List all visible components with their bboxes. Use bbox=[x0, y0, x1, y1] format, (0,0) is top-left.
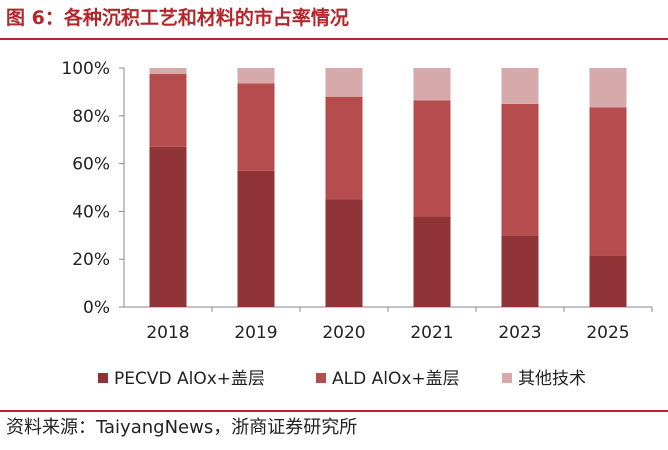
y-tick-label: 20% bbox=[72, 250, 110, 270]
legend-label-0: PECVD AlOx+盖层 bbox=[114, 369, 265, 389]
bar-2025-series-1 bbox=[589, 107, 627, 256]
bar-2023-series-1 bbox=[501, 103, 539, 236]
y-tick-label: 80% bbox=[72, 107, 110, 127]
legend-swatch-1 bbox=[316, 373, 326, 383]
bar-2025-series-0 bbox=[589, 255, 627, 307]
y-tick-label: 100% bbox=[61, 59, 110, 79]
y-tick-label: 60% bbox=[72, 155, 110, 175]
legend: PECVD AlOx+盖层 ALD AlOx+盖层 其他技术 bbox=[98, 369, 586, 389]
source-note: 资料来源：TaiyangNews，浙商证券研究所 bbox=[6, 417, 358, 438]
legend-swatch-2 bbox=[502, 373, 512, 383]
x-tick-label: 2018 bbox=[146, 323, 189, 343]
legend-label-2: 其他技术 bbox=[518, 369, 586, 389]
bars bbox=[149, 68, 627, 307]
bar-2020-series-0 bbox=[325, 199, 363, 307]
axes: 0% 20% 40% 60% 80% 100% 2018 2019 2020 2021 2023 20… bbox=[61, 59, 653, 343]
bar-2018-series-2 bbox=[149, 68, 187, 74]
bar-2018-series-1 bbox=[149, 73, 187, 147]
y-tick-label: 0% bbox=[83, 298, 110, 318]
bar-2021-series-0 bbox=[413, 216, 451, 307]
bar-2020-series-1 bbox=[325, 96, 363, 200]
x-tick-label: 2020 bbox=[322, 323, 365, 343]
bar-2021-series-2 bbox=[413, 68, 451, 101]
bar-2025-series-2 bbox=[589, 68, 627, 108]
figure-title: 图 6：各种沉积工艺和材料的市占率情况 bbox=[6, 7, 349, 29]
bar-2018-series-0 bbox=[149, 146, 187, 307]
x-tick-label: 2019 bbox=[234, 323, 277, 343]
bar-2019-series-2 bbox=[237, 68, 275, 84]
title-divider bbox=[0, 38, 668, 40]
bar-2020-series-2 bbox=[325, 68, 363, 97]
bar-2019-series-1 bbox=[237, 83, 275, 171]
stacked-bar-chart: 0% 20% 40% 60% 80% 100% 2018 2019 2020 2021 2023 20… bbox=[61, 59, 653, 389]
bar-2023-series-0 bbox=[501, 235, 539, 307]
bar-2021-series-1 bbox=[413, 100, 451, 217]
source-divider bbox=[0, 410, 668, 412]
legend-label-1: ALD AlOx+盖层 bbox=[332, 369, 460, 389]
bar-2019-series-0 bbox=[237, 170, 275, 307]
y-tick-label: 40% bbox=[72, 202, 110, 222]
legend-swatch-0 bbox=[98, 373, 108, 383]
x-tick-label: 2023 bbox=[498, 323, 541, 343]
bar-2023-series-2 bbox=[501, 68, 539, 104]
x-tick-label: 2021 bbox=[410, 323, 453, 343]
x-tick-label: 2025 bbox=[586, 323, 629, 343]
